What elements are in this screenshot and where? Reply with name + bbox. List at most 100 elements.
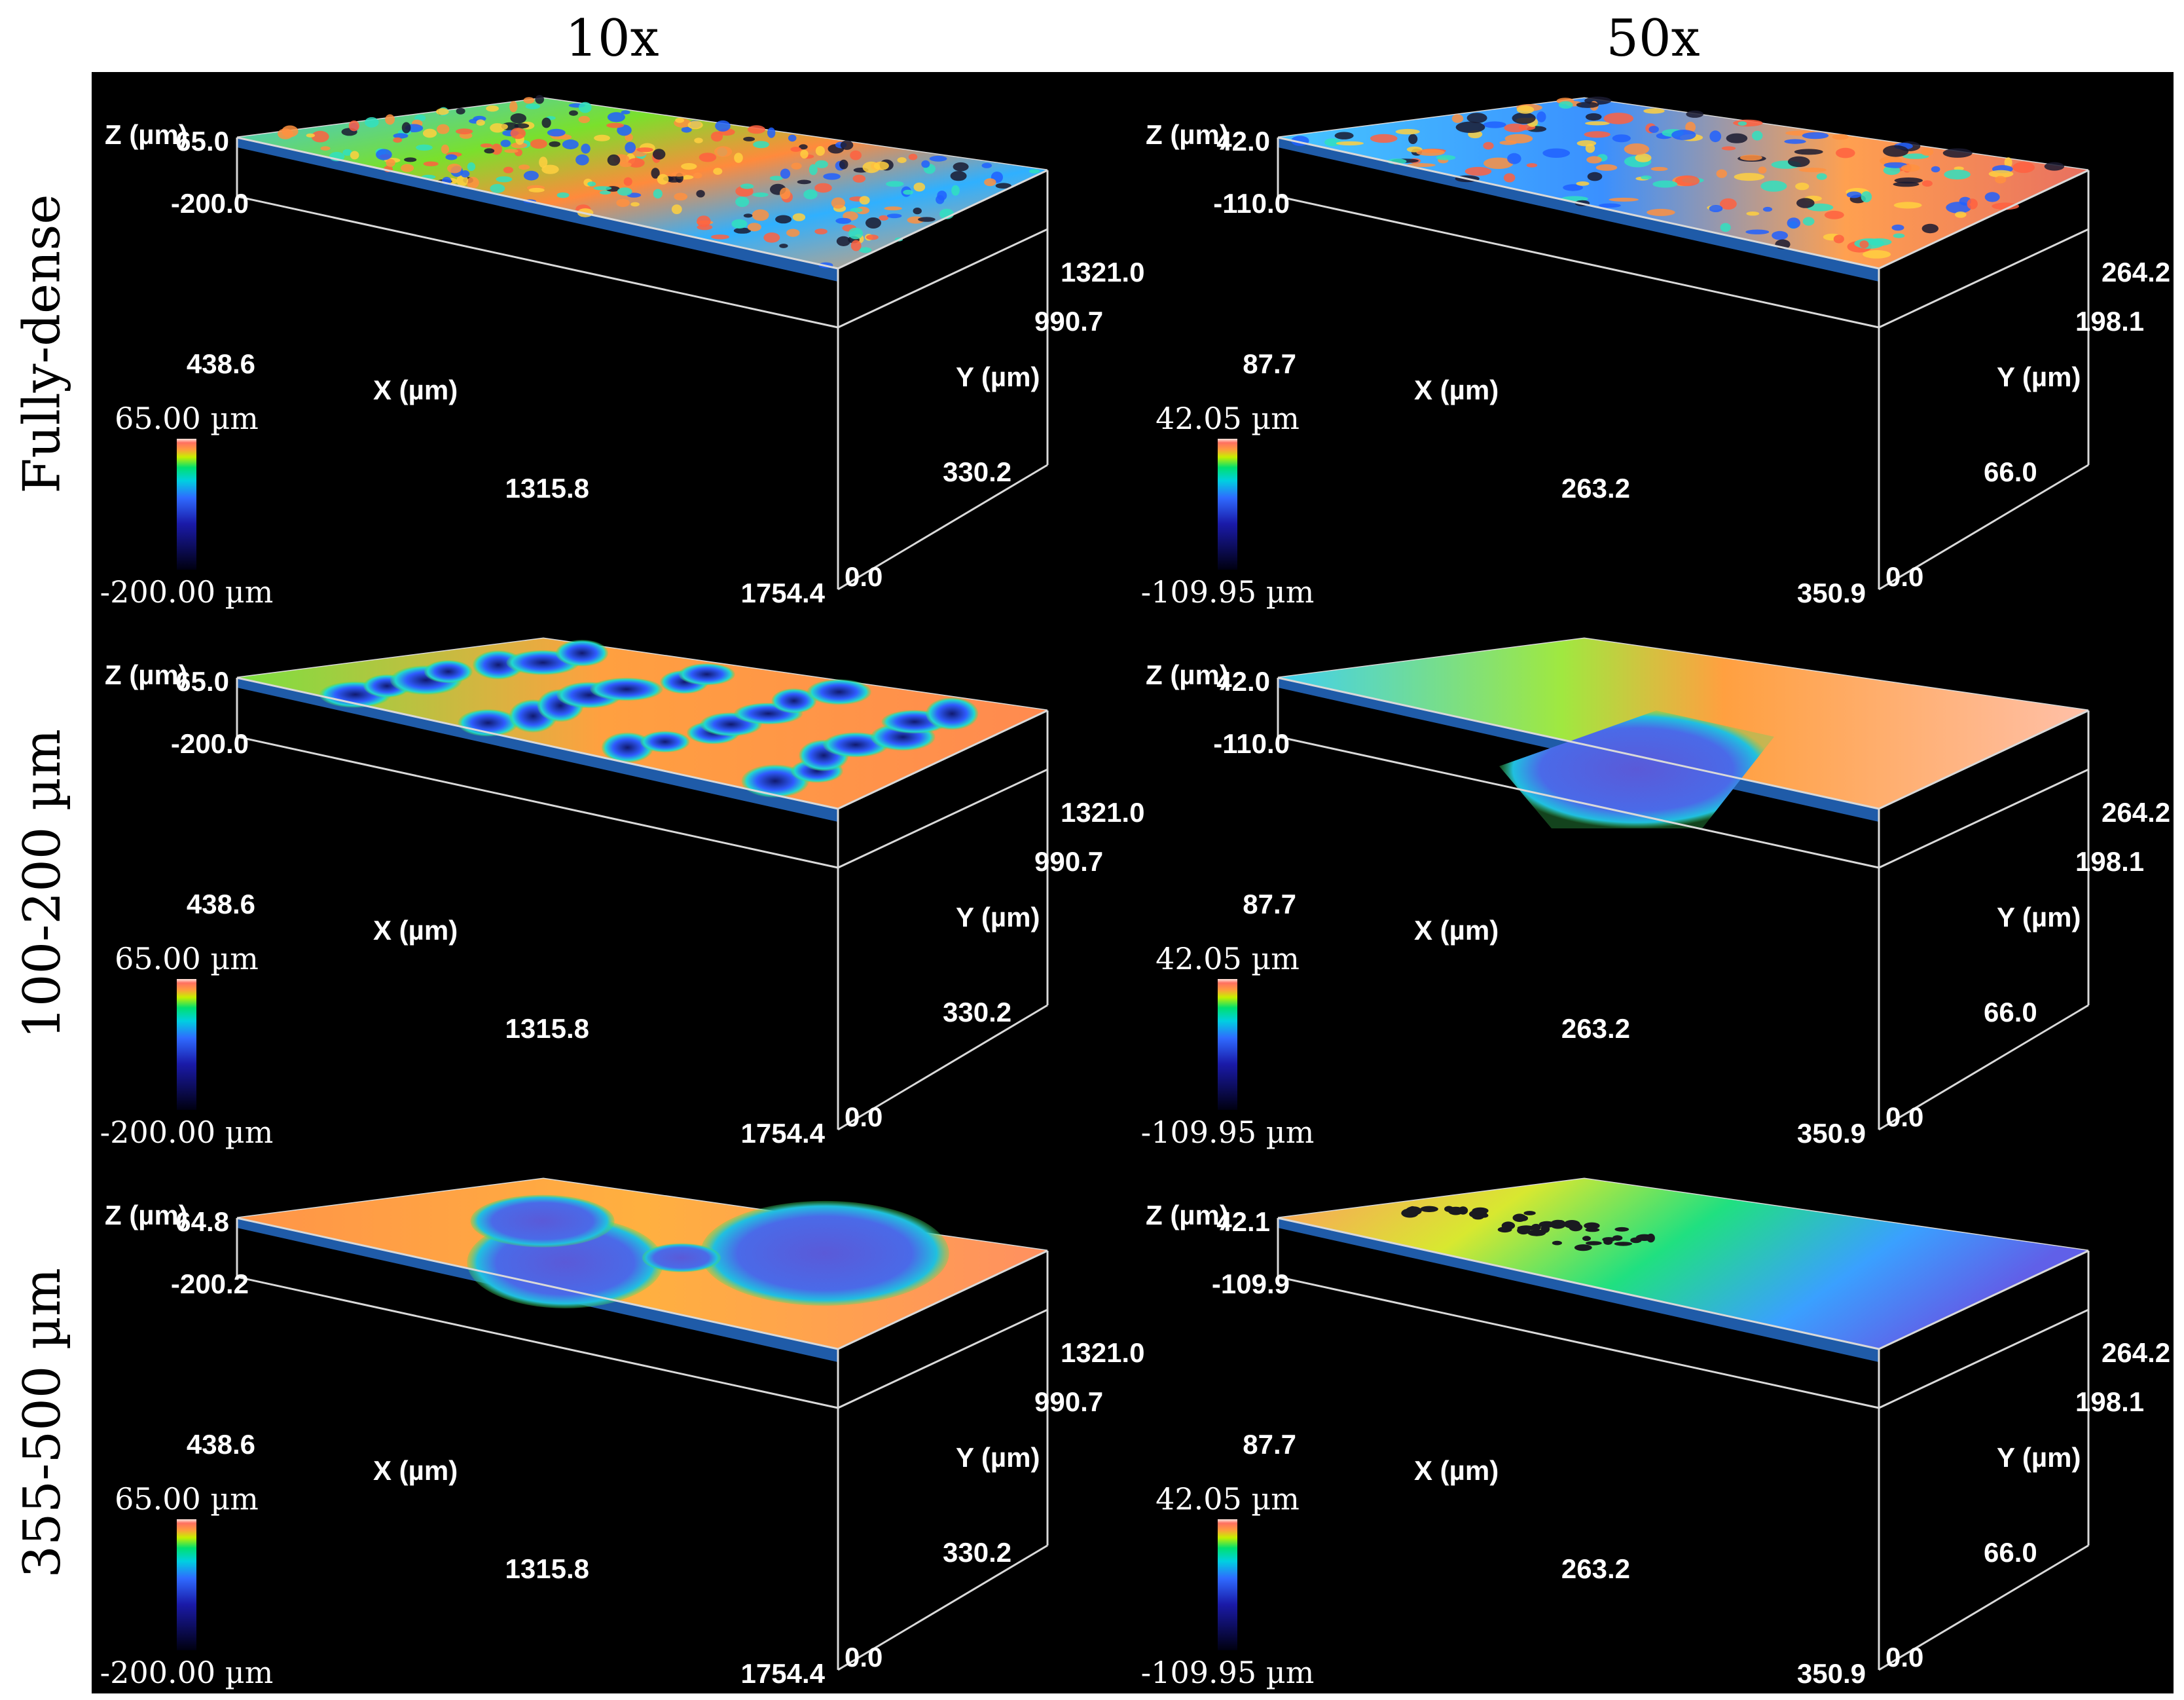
surface-texture-mark bbox=[1675, 175, 1700, 187]
surface-texture-mark bbox=[740, 183, 754, 189]
z-tick-top: 65.0 bbox=[175, 666, 229, 697]
y-tick: 0.0 bbox=[845, 1101, 883, 1132]
surface-texture-mark bbox=[404, 157, 417, 162]
surface-texture-mark bbox=[1586, 156, 1602, 164]
surface-texture-mark bbox=[792, 213, 806, 221]
color-scale-bar bbox=[177, 439, 196, 570]
surface-texture-mark bbox=[385, 114, 395, 125]
z-axis-label: Z (µm) bbox=[1146, 119, 1229, 150]
y-tick: 1321.0 bbox=[1061, 797, 1144, 828]
surface-texture-mark bbox=[687, 120, 703, 130]
surface-texture-mark bbox=[814, 229, 828, 234]
column-header-50x: 50x bbox=[1606, 9, 1700, 68]
color-scale-min-label: -200.00 µm bbox=[100, 1655, 274, 1690]
surface-texture-mark bbox=[1576, 181, 1590, 186]
surface-texture-mark bbox=[1893, 181, 1920, 187]
surface-texture-mark bbox=[1648, 126, 1659, 133]
surface-texture-mark bbox=[578, 116, 591, 123]
surface-texture-mark bbox=[365, 117, 379, 128]
surface-texture-mark bbox=[556, 192, 570, 198]
surface-texture-mark bbox=[466, 177, 479, 189]
surface-texture-mark bbox=[951, 185, 960, 196]
surface-texture-mark bbox=[823, 173, 841, 180]
z-axis-label: Z (µm) bbox=[105, 659, 188, 690]
surface-texture-mark bbox=[535, 95, 544, 104]
surface-texture-mark bbox=[1921, 223, 1938, 234]
surface-texture-mark bbox=[1995, 176, 2007, 184]
x-tick: 1754.4 bbox=[741, 578, 826, 608]
color-scale-max-label: 65.00 µm bbox=[115, 401, 259, 436]
surface-texture-mark bbox=[763, 232, 780, 243]
color-scale-bar bbox=[177, 1519, 196, 1650]
surface-texture-mark bbox=[1738, 121, 1747, 126]
y-tick: 264.2 bbox=[2102, 1337, 2170, 1368]
surface-texture-mark bbox=[840, 140, 854, 150]
surface-texture-mark bbox=[886, 213, 902, 219]
surface-texture-mark bbox=[510, 113, 526, 124]
x-axis-label: X (µm) bbox=[373, 1455, 458, 1486]
surface-texture-mark bbox=[651, 168, 660, 179]
surface-texture-mark bbox=[1685, 121, 1696, 133]
surface-texture-mark bbox=[445, 154, 458, 160]
y-axis-label: Y (µm) bbox=[956, 1442, 1040, 1473]
surface-texture-mark bbox=[500, 124, 508, 130]
pore bbox=[470, 1194, 615, 1247]
surface-texture-mark bbox=[1652, 180, 1678, 188]
x-tick: 87.7 bbox=[1243, 1429, 1296, 1460]
surface-texture-mark bbox=[1760, 180, 1787, 192]
surface-texture-mark bbox=[1420, 1206, 1438, 1212]
surface-texture-mark bbox=[1603, 1238, 1613, 1245]
y-axis-label: Y (µm) bbox=[1997, 902, 2081, 933]
color-scale-min-label: -200.00 µm bbox=[100, 1115, 274, 1150]
surface-texture-mark bbox=[500, 139, 511, 147]
surface-texture-mark bbox=[1483, 121, 1506, 128]
surface-texture-mark bbox=[593, 186, 612, 191]
color-scale-bar bbox=[1218, 1519, 1237, 1650]
surface-texture-mark bbox=[797, 179, 812, 185]
y-tick: 198.1 bbox=[2075, 846, 2144, 877]
z-tick-top: 42.0 bbox=[1216, 126, 1270, 157]
surface-texture-mark bbox=[1512, 112, 1536, 124]
surface-texture-mark bbox=[1480, 1213, 1489, 1218]
pore bbox=[926, 697, 979, 730]
z-tick-top: 64.8 bbox=[175, 1206, 229, 1237]
surface-texture-mark bbox=[1902, 153, 1929, 159]
color-scale-max-label: 42.05 µm bbox=[1156, 1481, 1300, 1517]
surface-texture-mark bbox=[1416, 149, 1445, 156]
surface-texture-mark bbox=[1516, 105, 1535, 114]
surface-texture-mark bbox=[600, 190, 611, 195]
y-tick: 0.0 bbox=[1885, 1642, 1923, 1672]
surface-panel-6: Z (µm) X (µm) Y (µm) 42.1 -109.9 87.7 263.2 350… bbox=[1141, 1177, 2170, 1690]
surface-texture-mark bbox=[528, 187, 545, 193]
x-axis-label: X (µm) bbox=[1414, 375, 1499, 405]
y-tick: 66.0 bbox=[1984, 997, 2037, 1027]
surface-texture-mark bbox=[1612, 134, 1631, 143]
surface-texture-mark bbox=[606, 122, 625, 128]
y-tick: 264.2 bbox=[2102, 257, 2170, 287]
surface-texture-mark bbox=[541, 117, 551, 128]
surface-texture-mark bbox=[525, 103, 541, 109]
y-tick: 66.0 bbox=[1984, 1537, 2037, 1568]
surface-texture-mark bbox=[480, 143, 493, 148]
surface-texture-mark bbox=[1324, 138, 1341, 147]
surface-texture-mark bbox=[839, 159, 848, 170]
y-tick: 0.0 bbox=[845, 561, 883, 592]
surface-texture-mark bbox=[791, 162, 802, 170]
surface-texture-mark bbox=[1643, 108, 1665, 114]
surface-texture-mark bbox=[1720, 198, 1737, 210]
surface-texture-mark bbox=[1552, 1240, 1562, 1246]
surface-texture-mark bbox=[743, 136, 755, 141]
color-scale-max-label: 42.05 µm bbox=[1156, 401, 1300, 436]
color-scale-min-label: -109.95 µm bbox=[1141, 1655, 1315, 1690]
surface-texture-mark bbox=[865, 234, 879, 240]
surface-texture-mark bbox=[490, 183, 505, 193]
surface-texture-mark bbox=[1574, 1244, 1592, 1251]
surface-texture-mark bbox=[734, 153, 743, 163]
surface-texture-mark bbox=[848, 227, 864, 240]
z-axis-label: Z (µm) bbox=[105, 119, 188, 150]
surface-texture-mark bbox=[1569, 1223, 1583, 1232]
surface-texture-mark bbox=[865, 217, 881, 229]
surface-side bbox=[237, 678, 838, 822]
surface-panel-1: Z (µm) X (µm) Y (µm) 65.0 -200.0 438.6 1315.8 1… bbox=[100, 95, 1144, 610]
surface-texture-mark bbox=[995, 183, 1011, 189]
